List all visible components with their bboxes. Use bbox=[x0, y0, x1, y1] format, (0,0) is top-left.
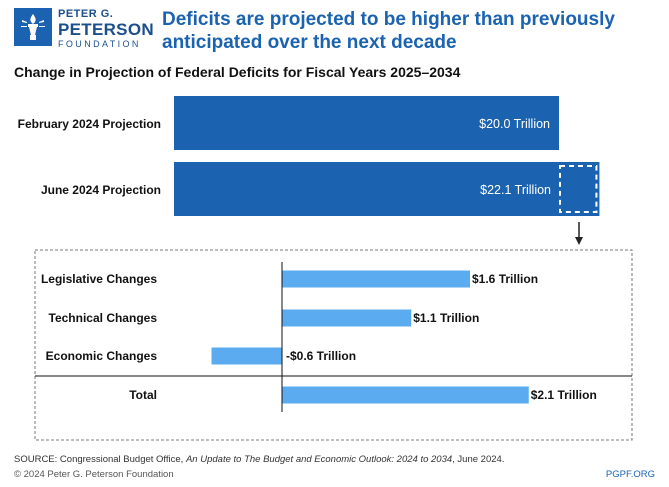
projection-bar bbox=[174, 96, 559, 150]
increment-highlight-box bbox=[559, 165, 598, 213]
breakdown-box bbox=[34, 249, 633, 441]
torch-icon bbox=[14, 8, 52, 46]
copyright: © 2024 Peter G. Peterson Foundation bbox=[14, 469, 174, 480]
breakdown-bar bbox=[282, 270, 470, 288]
projection-bar bbox=[174, 162, 600, 216]
breakdown-value-label: -$0.6 Trillion bbox=[286, 349, 356, 363]
breakdown-bar bbox=[282, 386, 529, 404]
arrow-head-icon bbox=[575, 237, 583, 245]
breakdown-bar bbox=[282, 309, 412, 327]
breakdown-value-label: $2.1 Trillion bbox=[531, 388, 597, 402]
projection-category-label: February 2024 Projection bbox=[18, 117, 161, 131]
chart-title: Change in Projection of Federal Deficits… bbox=[14, 64, 461, 80]
breakdown-bar bbox=[211, 347, 282, 365]
breakdown-value-label: $1.1 Trillion bbox=[413, 311, 479, 325]
source-note: SOURCE: Congressional Budget Office, An … bbox=[14, 454, 505, 465]
breakdown-category-label: Total bbox=[129, 388, 157, 402]
site-url[interactable]: PGPF.ORG bbox=[605, 469, 655, 480]
projection-value-label: $22.1 Trillion bbox=[480, 183, 551, 197]
foundation-logo: PETER G. PETERSON FOUNDATION bbox=[14, 8, 154, 49]
projection-category-label: June 2024 Projection bbox=[41, 183, 161, 197]
logo-wordmark: PETER G. PETERSON FOUNDATION bbox=[58, 8, 154, 49]
breakdown-value-label: $1.6 Trillion bbox=[472, 272, 538, 286]
breakdown-category-label: Legislative Changes bbox=[41, 272, 157, 286]
headline: Deficits are projected to be higher than… bbox=[162, 9, 615, 53]
breakdown-category-label: Technical Changes bbox=[49, 311, 158, 325]
breakdown-category-label: Economic Changes bbox=[46, 349, 158, 363]
projection-value-label: $20.0 Trillion bbox=[479, 117, 550, 131]
